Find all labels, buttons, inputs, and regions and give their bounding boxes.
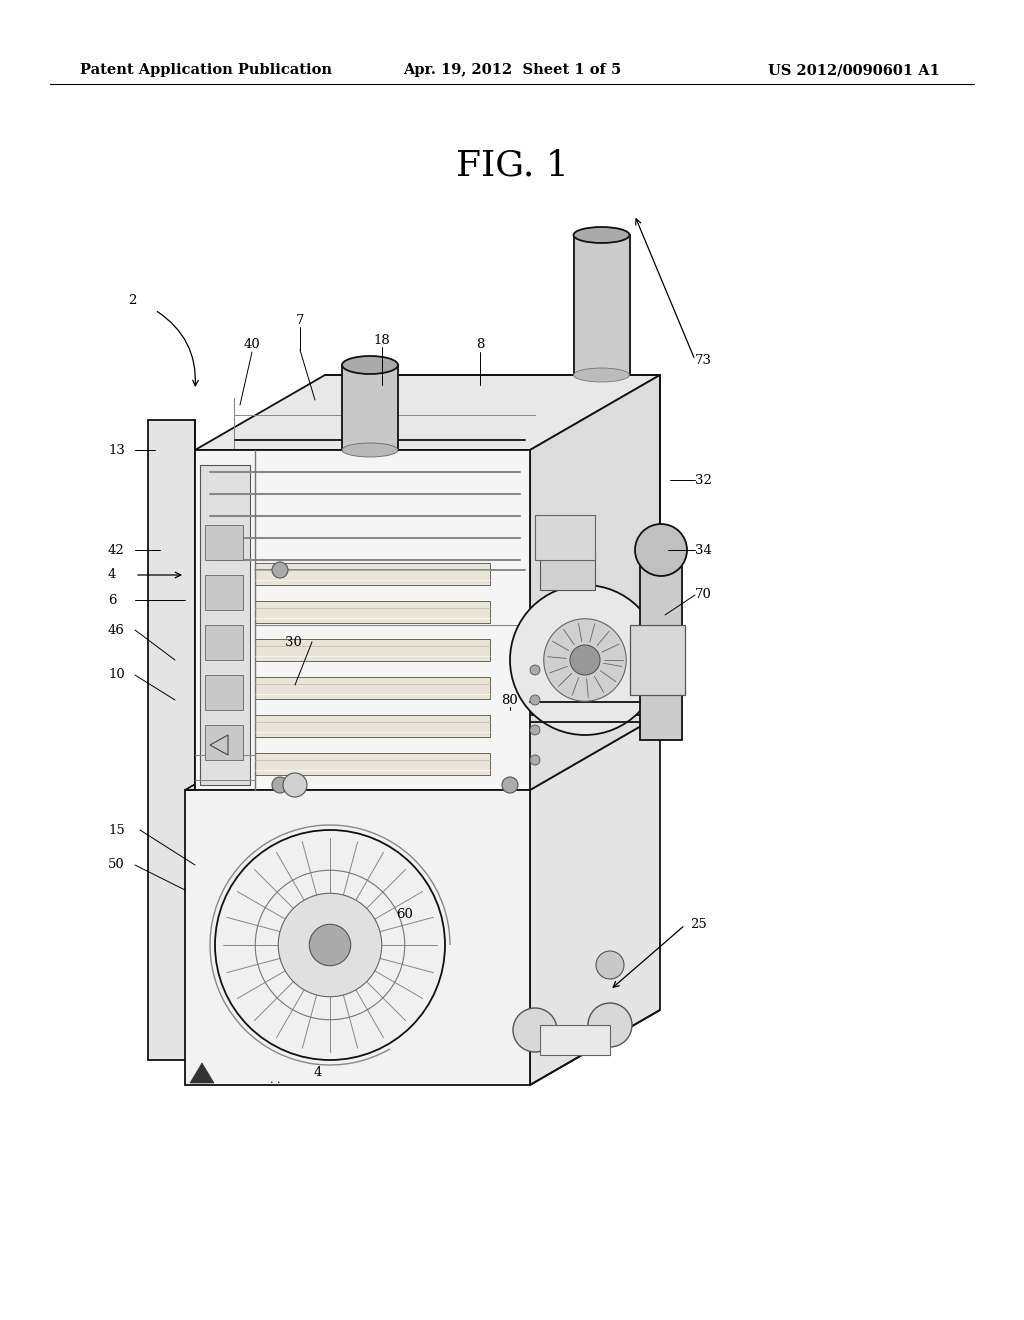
Bar	[255, 715, 490, 737]
Circle shape	[215, 830, 445, 1060]
Text: 60: 60	[396, 908, 414, 921]
Polygon shape	[185, 715, 660, 789]
Circle shape	[544, 619, 627, 701]
Polygon shape	[185, 789, 530, 1085]
Bar	[255, 639, 490, 661]
Text: 2: 2	[128, 293, 136, 306]
Text: 73: 73	[695, 354, 712, 367]
Bar	[342, 366, 398, 450]
Ellipse shape	[342, 444, 398, 457]
Ellipse shape	[573, 227, 630, 243]
Polygon shape	[195, 375, 660, 450]
Text: FIG. 1: FIG. 1	[456, 148, 568, 182]
Text: US 2012/0090601 A1: US 2012/0090601 A1	[768, 63, 940, 77]
Text: 46: 46	[108, 623, 125, 636]
Text: 50: 50	[108, 858, 125, 871]
Text: 13: 13	[108, 444, 125, 457]
Text: 30: 30	[285, 635, 302, 648]
Circle shape	[510, 585, 660, 735]
Bar	[200, 465, 250, 785]
Polygon shape	[530, 1010, 660, 1085]
Text: 40: 40	[244, 338, 260, 351]
Circle shape	[502, 777, 518, 793]
Bar	[255, 601, 490, 623]
Text: 34: 34	[695, 544, 712, 557]
Text: 18: 18	[374, 334, 390, 346]
Circle shape	[272, 562, 288, 578]
Polygon shape	[530, 715, 660, 1085]
Text: Apr. 19, 2012  Sheet 1 of 5: Apr. 19, 2012 Sheet 1 of 5	[402, 63, 622, 77]
Bar	[255, 564, 490, 585]
Circle shape	[530, 725, 540, 735]
Text: 7: 7	[296, 314, 304, 326]
Bar	[255, 677, 490, 700]
Circle shape	[513, 1008, 557, 1052]
Bar	[540, 1026, 610, 1055]
Bar	[205, 525, 243, 560]
Text: 10: 10	[108, 668, 125, 681]
Text: 70: 70	[695, 589, 712, 602]
Circle shape	[635, 524, 687, 576]
Bar	[535, 515, 595, 560]
Ellipse shape	[640, 532, 682, 548]
Bar	[205, 576, 243, 610]
Circle shape	[272, 777, 288, 793]
Text: 4: 4	[313, 1065, 323, 1078]
Bar	[205, 725, 243, 760]
Circle shape	[570, 645, 600, 675]
Bar	[148, 420, 195, 1060]
Circle shape	[309, 924, 350, 966]
Text: 6: 6	[108, 594, 117, 606]
Text: . .: . .	[269, 1074, 281, 1085]
Circle shape	[530, 665, 540, 675]
Ellipse shape	[573, 368, 630, 381]
Text: Patent Application Publication: Patent Application Publication	[80, 63, 332, 77]
Ellipse shape	[342, 356, 398, 374]
Circle shape	[530, 696, 540, 705]
Polygon shape	[195, 450, 530, 789]
Text: 4: 4	[108, 569, 117, 582]
Circle shape	[279, 894, 382, 997]
Bar	[640, 540, 682, 741]
Circle shape	[588, 1003, 632, 1047]
Text: 80: 80	[502, 693, 518, 706]
Bar	[630, 624, 685, 696]
Bar	[205, 624, 243, 660]
Bar	[205, 675, 243, 710]
Text: 32: 32	[695, 474, 712, 487]
Text: 42: 42	[108, 544, 125, 557]
Circle shape	[283, 774, 307, 797]
Polygon shape	[530, 375, 660, 789]
Circle shape	[596, 950, 624, 979]
Polygon shape	[190, 1063, 214, 1082]
Circle shape	[530, 755, 540, 766]
Text: 25: 25	[690, 919, 707, 932]
Bar	[540, 550, 595, 590]
Text: 8: 8	[476, 338, 484, 351]
Bar	[255, 752, 490, 775]
Bar	[573, 235, 630, 375]
Text: 15: 15	[108, 824, 125, 837]
